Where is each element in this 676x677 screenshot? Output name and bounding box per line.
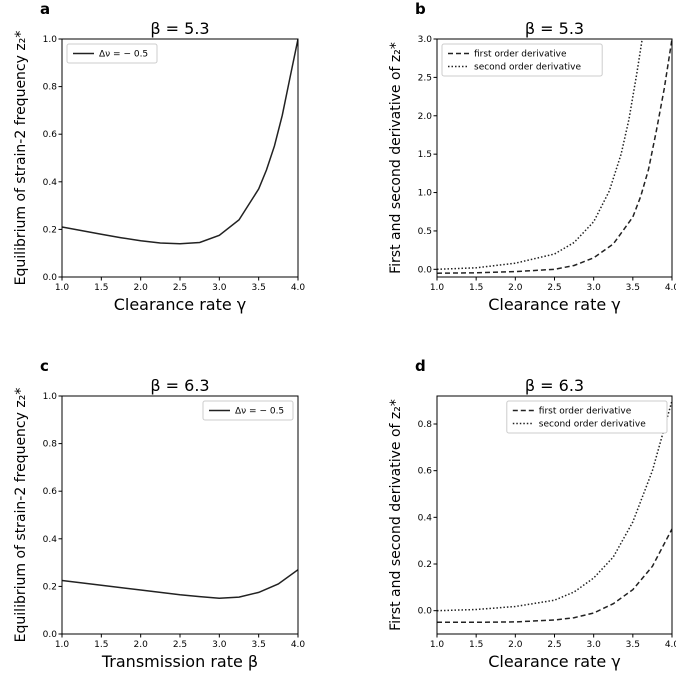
x-tick-label: 2.5: [547, 640, 561, 650]
y-tick-label: 0.2: [43, 225, 57, 235]
chart-title: β = 5.3: [150, 19, 209, 38]
y-tick-label: 1.0: [43, 392, 58, 402]
y-tick-label: 3.0: [418, 35, 433, 45]
x-tick-label: 3.0: [587, 283, 602, 293]
series-line-2: [437, 39, 643, 271]
y-tick-label: 0.4: [43, 178, 58, 188]
y-tick-label: 0.0: [43, 273, 58, 283]
x-tick-label: 2.5: [547, 283, 561, 293]
y-tick-label: 0.5: [418, 227, 432, 237]
y-tick-label: 1.0: [418, 189, 433, 199]
x-tick-label: 3.5: [626, 640, 640, 650]
series-line-1: [437, 528, 672, 624]
x-tick-label: 3.0: [587, 640, 602, 650]
legend-box: [441, 43, 603, 77]
x-tick-label: 4.0: [291, 640, 306, 650]
plot-frame: [61, 38, 299, 278]
panel-d: 1.0 1.5 2.0 2.5 3.0 3.5 4.0 0.0 0.2 0.4 0.6 0.8 d β =…: [388, 357, 676, 671]
legend-label: Δν = − 0.5: [99, 50, 148, 60]
panel-letter: a: [40, 0, 50, 18]
legend: Δν = − 0.5: [202, 400, 294, 421]
y-axis-label: Equilibrium of strain-2 frequency z₂*: [13, 388, 29, 643]
legend-box: [66, 43, 158, 64]
x-tick-label: 2.0: [134, 283, 149, 293]
legend-label: second order derivative: [539, 420, 646, 430]
panel-letter: b: [415, 0, 426, 18]
y-axis-label: Equilibrium of strain-2 frequency z₂*: [13, 31, 29, 286]
chart-title: β = 6.3: [525, 376, 584, 395]
y-axis-label: First and second derivative of z₂*: [388, 42, 404, 274]
series-line-1: [62, 39, 298, 245]
legend: first order derivative second order deriv…: [506, 400, 668, 434]
x-axis-label: Clearance rate γ: [488, 295, 621, 314]
y-tick-label: 0.8: [43, 83, 58, 93]
chart-title: β = 5.3: [525, 19, 584, 38]
x-tick-label: 1.0: [430, 640, 445, 650]
x-tick-label: 1.0: [430, 283, 445, 293]
x-tick-label: 2.5: [173, 640, 187, 650]
x-tick-label: 2.0: [508, 640, 523, 650]
x-tick-label: 4.0: [665, 640, 676, 650]
x-tick-label: 2.5: [173, 283, 187, 293]
panel-letter: d: [415, 357, 426, 375]
x-tick-label: 2.0: [508, 283, 523, 293]
x-tick-label: 1.0: [55, 283, 70, 293]
x-tick-label: 1.5: [469, 283, 483, 293]
y-tick-label: 1.5: [418, 150, 432, 160]
chart-title: β = 6.3: [150, 376, 209, 395]
x-tick-label: 3.5: [252, 283, 266, 293]
y-tick-label: 0.0: [43, 630, 58, 640]
x-tick-label: 1.5: [94, 640, 108, 650]
y-tick-label: 0.2: [43, 582, 57, 592]
y-axis-label: First and second derivative of z₂*: [388, 399, 404, 631]
x-tick-label: 3.0: [212, 640, 227, 650]
x-axis-label: Transmission rate β: [101, 652, 258, 671]
x-tick-label: 1.0: [55, 640, 70, 650]
legend-label: first order derivative: [539, 407, 632, 417]
plot-frame: [61, 395, 299, 635]
y-tick-label: 0.8: [43, 440, 58, 450]
y-tick-label: 0.6: [43, 487, 58, 497]
legend-box: [202, 400, 294, 421]
x-axis-label: Clearance rate γ: [488, 652, 621, 671]
panel-a: 1.0 1.5 2.0 2.5 3.0 3.5 4.0 0.0 0.2 0.4 0.6 0.8 1.0 a…: [13, 0, 305, 314]
series-line-1: [62, 569, 298, 600]
x-tick-label: 1.5: [94, 283, 108, 293]
y-tick-label: 0.0: [418, 607, 433, 617]
y-tick-label: 0.4: [43, 535, 58, 545]
y-tick-label: 0.0: [418, 265, 433, 275]
legend-label: Δν = − 0.5: [235, 407, 284, 417]
y-tick-label: 0.2: [418, 560, 432, 570]
legend-label: second order derivative: [474, 63, 581, 73]
y-tick-label: 0.6: [43, 130, 58, 140]
panel-letter: c: [40, 357, 49, 375]
panel-c: 1.0 1.5 2.0 2.5 3.0 3.5 4.0 0.0 0.2 0.4 0.6 0.8 1.0 c…: [13, 357, 305, 671]
x-tick-label: 1.5: [469, 640, 483, 650]
panel-b: 1.0 1.5 2.0 2.5 3.0 3.5 4.0 0.0 0.5 1.0 1.5 2.0 2.5 3…: [388, 0, 676, 314]
legend-box: [506, 400, 668, 434]
legend-label: first order derivative: [474, 50, 567, 60]
x-tick-label: 3.5: [626, 283, 640, 293]
y-tick-label: 0.8: [418, 420, 433, 430]
legend: Δν = − 0.5: [66, 43, 158, 64]
x-tick-label: 3.0: [212, 283, 227, 293]
y-tick-label: 0.6: [418, 467, 433, 477]
series-line-2: [437, 400, 672, 612]
y-tick-label: 0.4: [418, 513, 433, 523]
x-axis-label: Clearance rate γ: [114, 295, 247, 314]
legend: first order derivative second order deriv…: [441, 43, 603, 77]
x-tick-label: 2.0: [134, 640, 149, 650]
y-tick-label: 2.5: [418, 73, 432, 83]
y-tick-label: 2.0: [418, 112, 433, 122]
series-line-1: [437, 39, 672, 274]
y-tick-label: 1.0: [43, 35, 58, 45]
x-tick-label: 4.0: [291, 283, 306, 293]
x-tick-label: 3.5: [252, 640, 266, 650]
x-tick-label: 4.0: [665, 283, 676, 293]
